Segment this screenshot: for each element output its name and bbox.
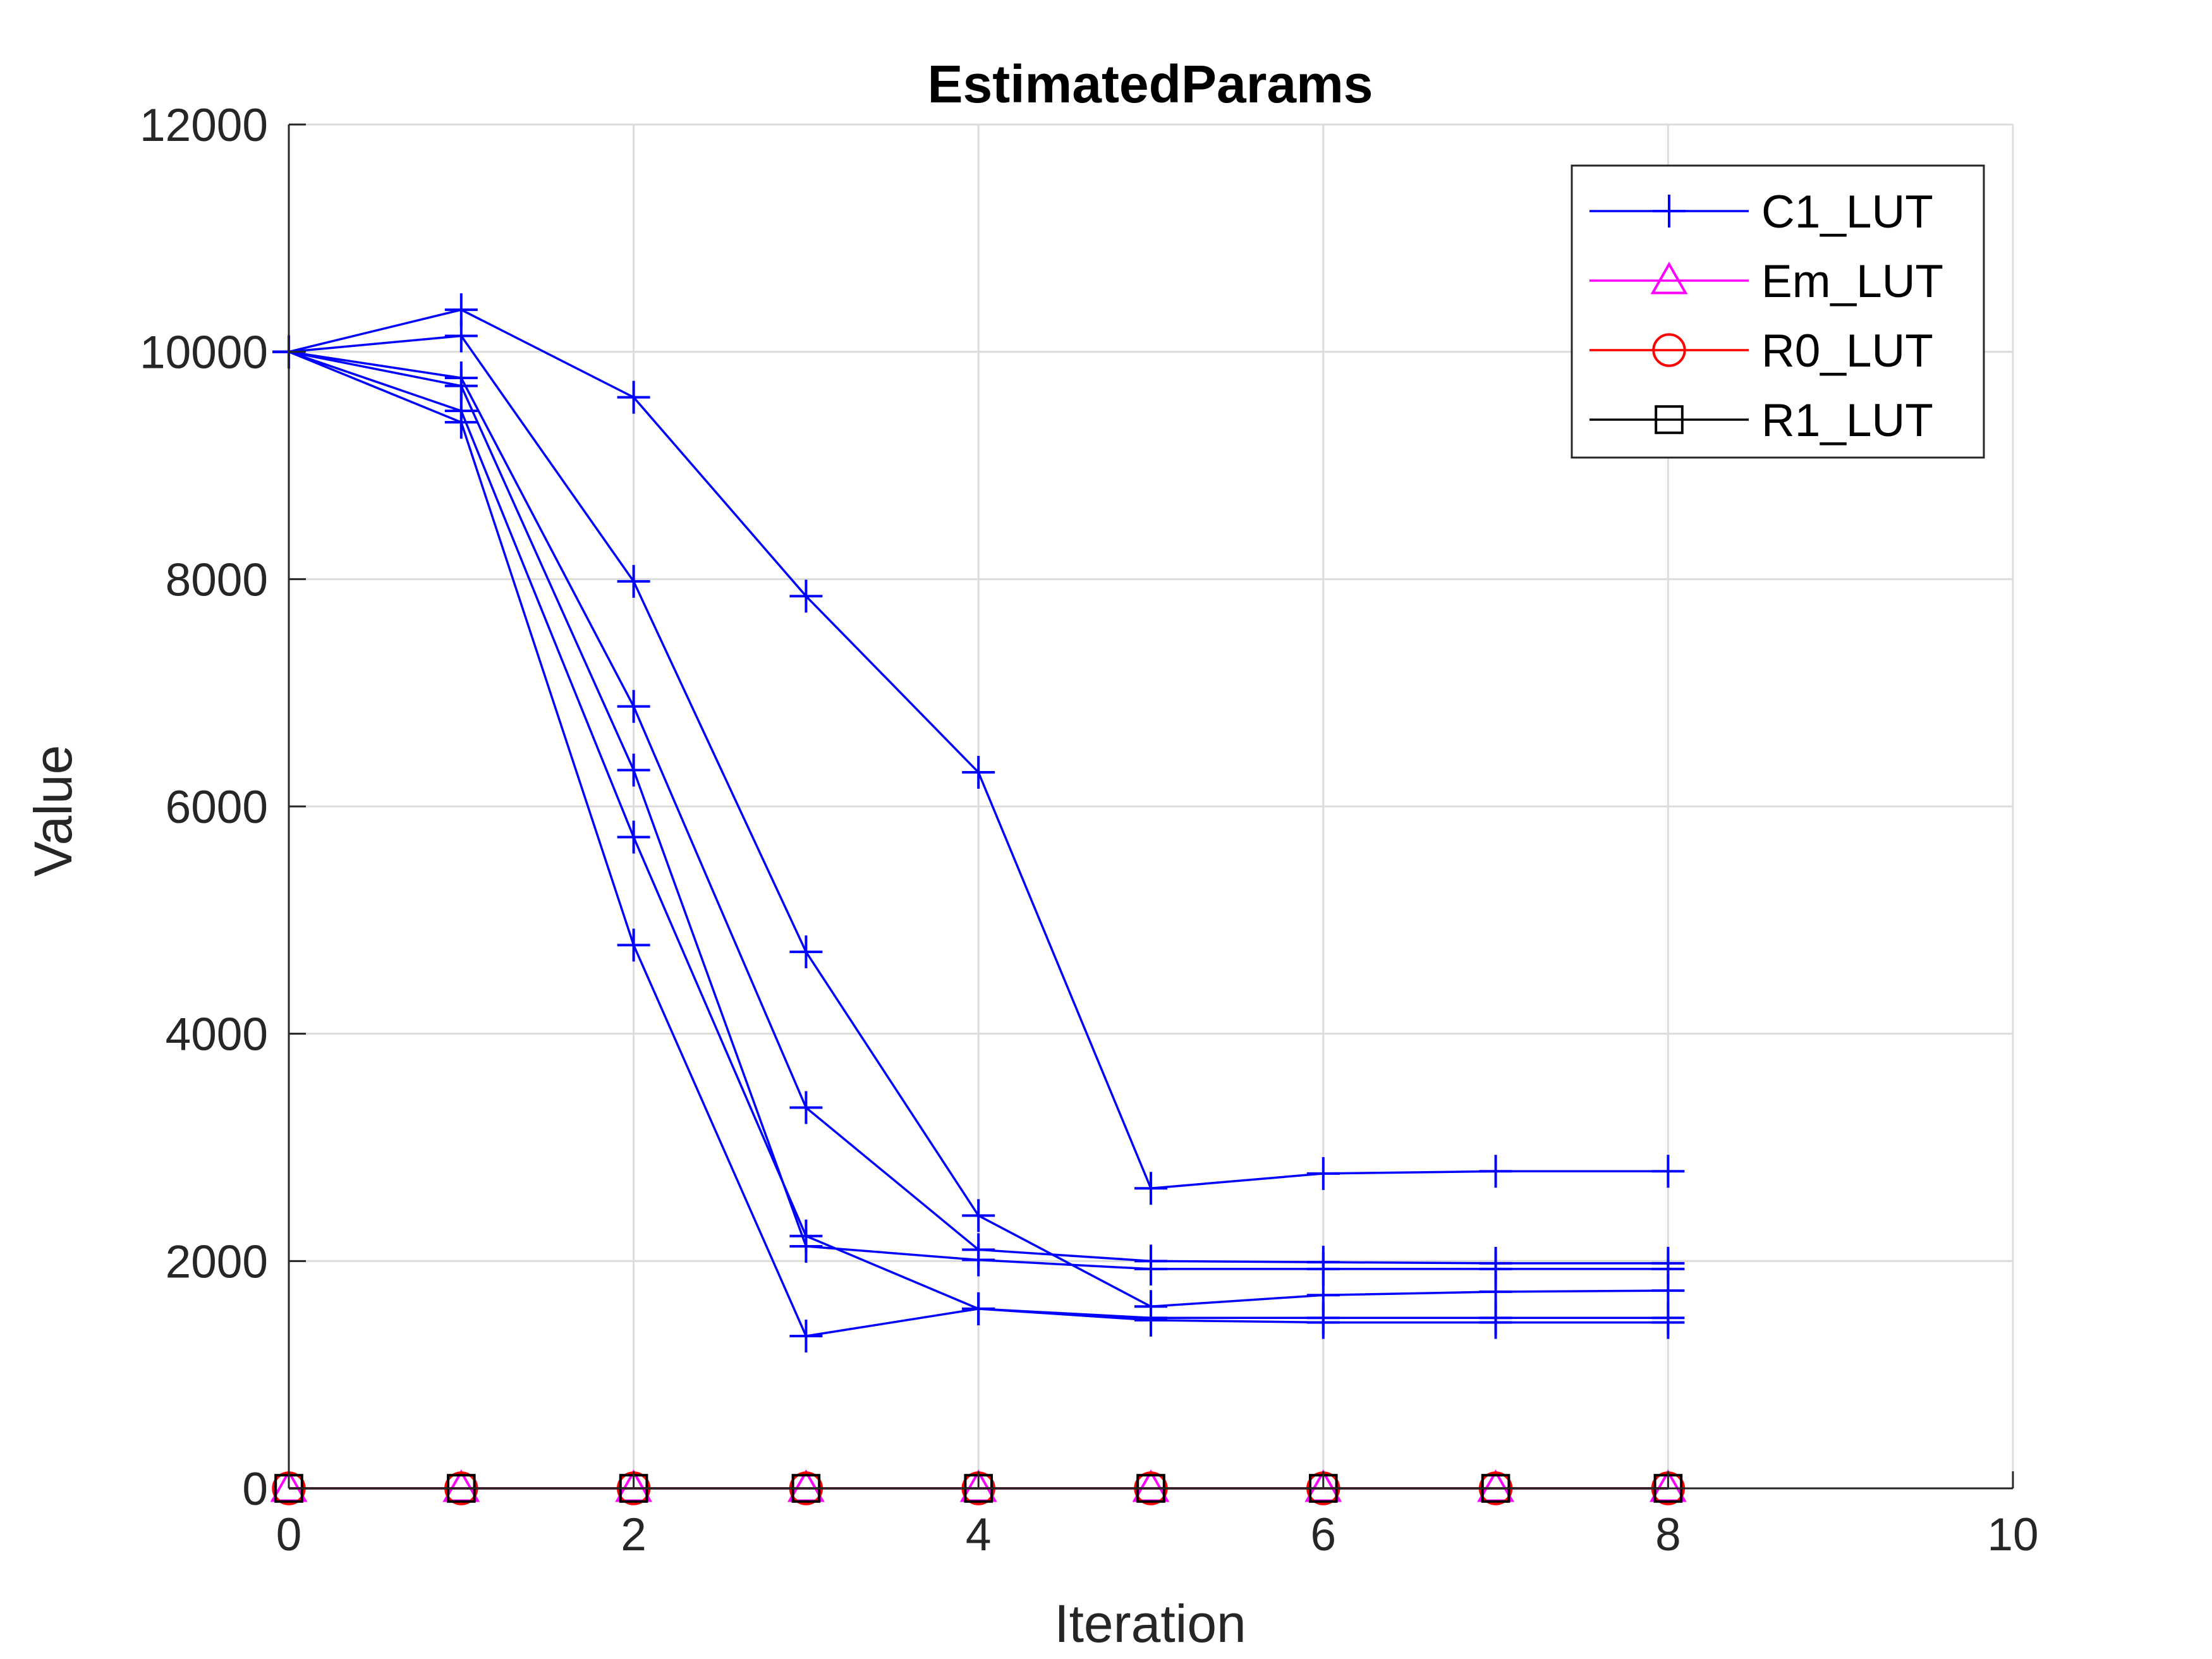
data-point-plus xyxy=(1651,1306,1685,1339)
legend-label: C1_LUT xyxy=(1761,186,1933,238)
data-point-plus xyxy=(617,564,650,598)
legend-marker xyxy=(1650,261,1688,295)
data-point-plus xyxy=(1134,1252,1167,1285)
data-point-plus xyxy=(1651,1155,1685,1188)
data-point-plus xyxy=(962,1199,995,1232)
y-tick-label: 4000 xyxy=(166,1009,268,1060)
data-point-plus xyxy=(789,935,823,969)
y-tick-label: 6000 xyxy=(166,782,268,833)
data-point-plus xyxy=(789,1091,823,1124)
data-point-plus xyxy=(617,690,650,723)
data-point-plus xyxy=(1479,1306,1512,1339)
legend-marker xyxy=(1652,333,1686,367)
data-point-plus xyxy=(444,406,478,439)
legend-label: R0_LUT xyxy=(1761,325,1933,377)
legend-entry-r0-lut: R0_LUT xyxy=(1589,325,1933,377)
y-tick-label: 2000 xyxy=(166,1236,268,1287)
legend: C1_LUT Em_LUT R0_LUT R1_LUT xyxy=(1571,164,1985,459)
legend-entry-r1-lut: R1_LUT xyxy=(1589,395,1933,446)
y-axis-label: Value xyxy=(23,745,83,877)
axes xyxy=(288,123,2014,1490)
x-tick-label: 0 xyxy=(276,1509,302,1560)
data-point-plus xyxy=(617,928,650,962)
data-point-plus xyxy=(617,820,650,854)
legend-marker xyxy=(1653,195,1686,228)
x-tick-label: 6 xyxy=(1310,1509,1336,1560)
y-tick-label: 0 xyxy=(242,1464,268,1515)
data-point-plus xyxy=(1479,1252,1512,1285)
legend-box xyxy=(1571,164,1985,459)
data-point-plus xyxy=(617,380,650,414)
data-point-plus xyxy=(789,580,823,613)
legend-label: R1_LUT xyxy=(1761,395,1933,446)
x-tick-label: 4 xyxy=(966,1509,992,1560)
data-point-plus xyxy=(789,1219,823,1253)
data-point-plus xyxy=(1134,1172,1167,1205)
y-tick-label: 8000 xyxy=(166,554,268,605)
grid-lines xyxy=(288,123,2014,1490)
legend-marker xyxy=(1655,405,1684,434)
x-tick-label: 10 xyxy=(1987,1509,2038,1560)
legend-entry-em-lut: Em_LUT xyxy=(1589,256,1943,307)
legend-entry-c1-lut: C1_LUT xyxy=(1589,186,1933,238)
chart-title: EstimatedParams xyxy=(927,54,1373,114)
y-tick-label: 10000 xyxy=(140,327,268,379)
data-point-plus xyxy=(1306,1306,1340,1339)
data-point-plus xyxy=(1134,1303,1167,1337)
y-tick-label: 12000 xyxy=(140,100,268,151)
series-c1-lut-5 xyxy=(272,335,1685,1353)
data-point-plus xyxy=(444,319,478,353)
data-point-plus xyxy=(962,756,995,789)
x-tick-label: 2 xyxy=(621,1509,647,1560)
legend-label: Em_LUT xyxy=(1761,256,1943,307)
data-point-plus xyxy=(1306,1157,1340,1190)
x-axis-label: Iteration xyxy=(1054,1594,1246,1653)
data-point-plus xyxy=(1651,1252,1685,1285)
data-point-plus xyxy=(962,1292,995,1325)
tick-labels: 0 2 4 6 8 10 0 2000 4000 6000 8000 10000 12000 xyxy=(140,100,2039,1560)
data-point-plus xyxy=(1306,1252,1340,1285)
data-point-plus xyxy=(1479,1155,1512,1188)
data-point-plus xyxy=(789,1320,823,1353)
data-point-plus xyxy=(962,1243,995,1277)
data-point-plus xyxy=(617,753,650,787)
x-tick-label: 8 xyxy=(1655,1509,1681,1560)
